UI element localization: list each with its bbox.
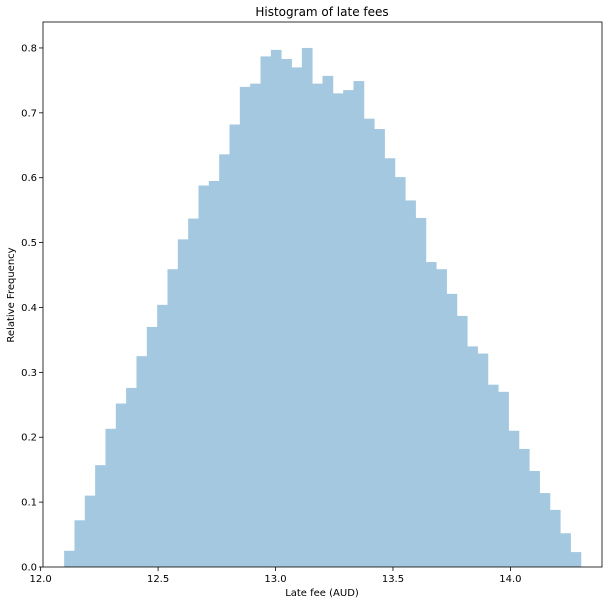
x-tick-label: 14.0	[499, 574, 521, 585]
y-axis-ticks: 0.0 0.1 0.2 0.3 0.4 0.5 0.6 0.7 0.8	[21, 43, 43, 574]
histogram-bar	[198, 185, 210, 567]
histogram-bar	[332, 93, 344, 567]
y-tick-label: 0.2	[21, 433, 37, 444]
y-tick-label: 0.1	[21, 498, 37, 509]
histogram-bar	[518, 448, 530, 567]
histogram-bar	[115, 403, 127, 567]
histogram-bar	[415, 217, 427, 567]
histogram-bar	[363, 118, 375, 568]
histogram-bar	[394, 177, 406, 567]
histogram-bar	[529, 470, 540, 567]
histogram-bar	[157, 304, 168, 567]
histogram-bar	[250, 83, 261, 567]
histogram-bar	[188, 218, 199, 567]
histogram-bar	[560, 533, 571, 567]
histogram-bar	[270, 49, 282, 568]
histogram-bar	[467, 346, 478, 567]
histogram-bar	[487, 384, 499, 567]
x-axis-label: Late fee (AUD)	[285, 588, 359, 599]
histogram-bar	[239, 86, 251, 567]
y-tick-label: 0.0	[21, 563, 37, 574]
histogram-bar	[136, 356, 148, 567]
x-tick-label: 13.0	[264, 574, 286, 585]
y-tick-label: 0.3	[21, 368, 37, 379]
histogram-bar	[281, 58, 292, 567]
plot-frame	[42, 21, 603, 568]
histogram-bar	[74, 520, 86, 567]
histogram-bar	[508, 430, 520, 567]
y-tick-label: 0.7	[21, 108, 37, 119]
x-tick-label: 12.5	[147, 574, 169, 585]
y-tick-label: 0.5	[21, 238, 37, 249]
histogram-bar	[291, 67, 303, 568]
histogram-bar	[95, 465, 106, 567]
histogram-bar	[456, 315, 468, 567]
y-tick-label: 0.6	[21, 173, 37, 184]
y-axis-label: Relative Frequency	[6, 247, 17, 342]
histogram-bar	[425, 262, 437, 567]
histogram-bar	[84, 495, 96, 567]
histogram-bar	[353, 81, 365, 568]
histogram-bar	[177, 239, 189, 567]
histogram-bar	[477, 353, 489, 567]
x-tick-label: 12.0	[30, 574, 52, 585]
histogram-bar	[322, 75, 334, 567]
histogram-bar	[374, 129, 385, 567]
histogram-bar	[229, 124, 241, 567]
histogram-bar	[570, 552, 582, 567]
histogram-bar	[167, 269, 179, 567]
histogram-bar	[498, 391, 509, 567]
histogram-bar	[405, 200, 416, 568]
histogram-bar	[146, 326, 158, 567]
histogram-bar	[312, 83, 323, 567]
histogram-bar	[549, 509, 561, 567]
histogram-bar	[539, 493, 551, 567]
x-tick-label: 13.5	[382, 574, 404, 585]
histogram-bar	[446, 293, 458, 567]
y-tick-label: 0.4	[21, 303, 37, 314]
histogram-bar	[384, 158, 396, 567]
histogram-bar	[301, 47, 313, 567]
histogram-bar	[260, 56, 272, 568]
histogram-bar	[343, 90, 354, 567]
histogram-bar	[208, 180, 220, 568]
histogram-bar	[219, 154, 230, 567]
x-axis-ticks: 12.0 12.5 13.0 13.5 14.0	[30, 567, 522, 585]
histogram-bars	[64, 47, 582, 568]
histogram-bar	[126, 387, 137, 567]
histogram-bar	[64, 550, 75, 567]
y-tick-label: 0.8	[21, 43, 37, 54]
chart-title: Histogram of late fees	[255, 5, 388, 19]
histogram-bar	[436, 269, 447, 567]
histogram-bar	[105, 428, 117, 567]
